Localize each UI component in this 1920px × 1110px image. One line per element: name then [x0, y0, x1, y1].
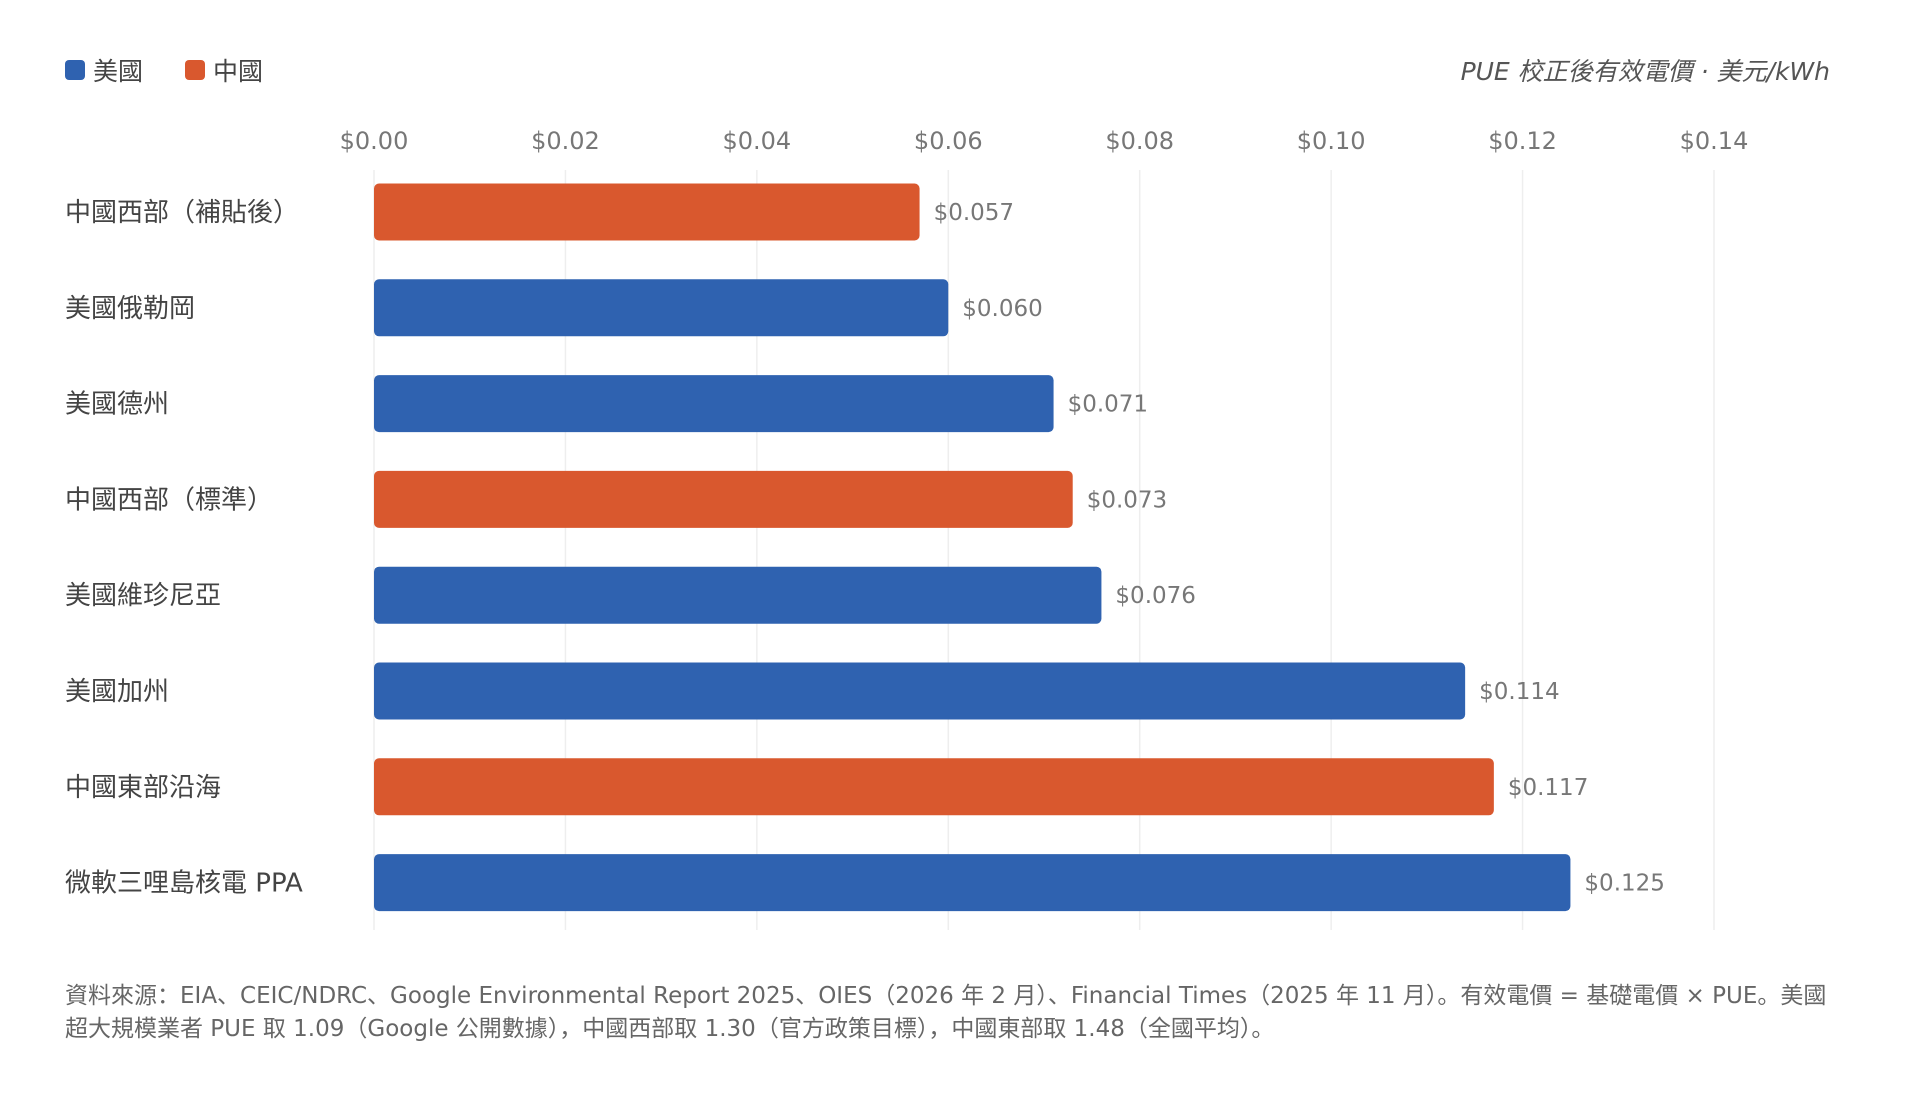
legend: 美國 中國	[65, 52, 263, 88]
x-tick-label: $0.00	[340, 127, 409, 155]
bar	[374, 854, 1571, 912]
legend-item-china: 中國	[185, 52, 263, 88]
data-label: $0.060	[962, 296, 1042, 322]
x-tick-label: $0.04	[722, 127, 791, 155]
bar	[374, 566, 1102, 624]
legend-label-china: 中國	[213, 57, 264, 86]
bar-chart: $0.00 $0.02 $0.04 $0.06 $0.08 $0.10 $0.12 $0.14…	[65, 127, 1749, 930]
legend-swatch-us	[65, 60, 85, 80]
data-label: $0.076	[1115, 583, 1195, 609]
category-label: 微軟三哩島核電 PPA	[65, 869, 303, 899]
bar	[374, 662, 1466, 720]
x-tick-label: $0.12	[1488, 127, 1557, 155]
bar	[374, 183, 920, 241]
x-tick-label: $0.06	[914, 127, 983, 155]
category-label: 美國維珍尼亞	[65, 581, 221, 611]
bar	[374, 470, 1073, 528]
category-label: 美國加州	[65, 677, 169, 707]
x-tick-label: $0.08	[1105, 127, 1174, 155]
data-label: $0.114	[1479, 679, 1559, 705]
category-label: 美國德州	[65, 390, 169, 420]
unit-label: PUE 校正後有效電價 · 美元/kWh	[1460, 57, 1830, 86]
footnote: 資料來源：EIA、CEIC/NDRC、Google Environmental …	[65, 983, 1827, 1042]
data-label: $0.125	[1584, 871, 1664, 897]
category-label: 美國俄勒岡	[65, 294, 195, 324]
bar	[374, 375, 1054, 433]
x-tick-label: $0.14	[1680, 127, 1749, 155]
data-label: $0.073	[1087, 487, 1167, 513]
data-label: $0.057	[934, 200, 1014, 226]
bar	[374, 279, 949, 337]
data-label: $0.071	[1068, 392, 1148, 418]
legend-item-us: 美國	[65, 52, 143, 88]
category-label: 中國西部（標準）	[65, 485, 273, 515]
category-label: 中國西部（補貼後）	[65, 198, 299, 228]
bar	[374, 758, 1494, 816]
x-tick-label: $0.02	[531, 127, 600, 155]
legend-swatch-china	[185, 60, 206, 80]
category-label: 中國東部沿海	[65, 773, 221, 803]
data-label: $0.117	[1508, 775, 1588, 801]
legend-label-us: 美國	[93, 57, 144, 86]
x-tick-label: $0.10	[1297, 127, 1366, 155]
